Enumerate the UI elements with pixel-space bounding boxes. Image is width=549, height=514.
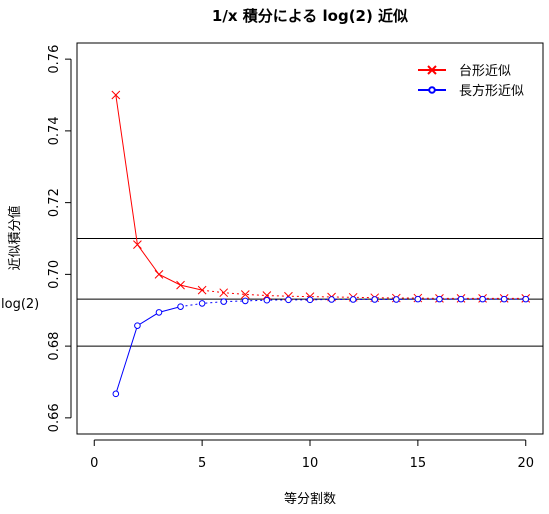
legend-marker (427, 65, 437, 75)
data-point (240, 290, 250, 299)
y-tick-label: 0.74 (47, 116, 62, 145)
data-point (349, 296, 357, 303)
data-point (155, 309, 163, 316)
data-point (436, 295, 443, 303)
series-1 (112, 295, 530, 398)
data-point (177, 303, 184, 310)
data-point (371, 296, 379, 303)
series-line-solid (115, 306, 181, 394)
y-tick-label: 0.66 (47, 403, 62, 432)
y-tick-label: 0.76 (47, 45, 62, 74)
data-point (154, 270, 164, 279)
chart-title: 1/x 積分による log(2) 近似 (212, 7, 408, 25)
data-point (197, 285, 207, 295)
data-point (134, 322, 141, 329)
data-point (328, 296, 335, 303)
data-point (392, 296, 400, 303)
x-axis: 0 5 10 15 20 (90, 439, 534, 471)
data-point (457, 295, 465, 303)
series-line-dotted (202, 289, 526, 299)
data-point (241, 297, 249, 305)
data-point (220, 298, 228, 305)
data-point (414, 295, 422, 303)
x-tick-label: 0 (90, 456, 98, 471)
x-tick-label: 20 (517, 456, 534, 471)
data-point (112, 390, 120, 398)
data-point (198, 300, 206, 307)
x-axis-label: 等分割数 (284, 491, 336, 507)
data-point (285, 296, 292, 304)
data-point (176, 280, 185, 290)
data-point (262, 291, 272, 300)
y-tick-label: 0.68 (47, 332, 62, 361)
data-point (500, 295, 508, 303)
series-0 (111, 90, 531, 303)
data-point (306, 296, 314, 304)
data-point (133, 240, 142, 249)
y-tick-label: 0.72 (47, 188, 62, 217)
data-point (111, 90, 121, 100)
y-axis: 0.66 0.68 0.70 0.72 0.74 0.76 (47, 45, 72, 432)
data-point (522, 295, 530, 303)
y-tick-label: 0.70 (47, 260, 62, 289)
data-point (219, 288, 229, 298)
legend-label: 台形近似 (459, 64, 511, 79)
legend-label: 長方形近似 (459, 83, 524, 99)
plot-frame (76, 42, 544, 435)
x-tick-label: 5 (198, 456, 206, 471)
data-point (263, 296, 271, 304)
reference-line-label: log(2) (1, 297, 39, 312)
x-tick-label: 15 (410, 456, 427, 471)
legend-marker (428, 86, 436, 94)
series-line-solid (115, 94, 203, 291)
data-point (479, 295, 486, 303)
x-tick-label: 10 (302, 456, 319, 471)
y-axis-label: 近似積分値 (7, 205, 23, 270)
